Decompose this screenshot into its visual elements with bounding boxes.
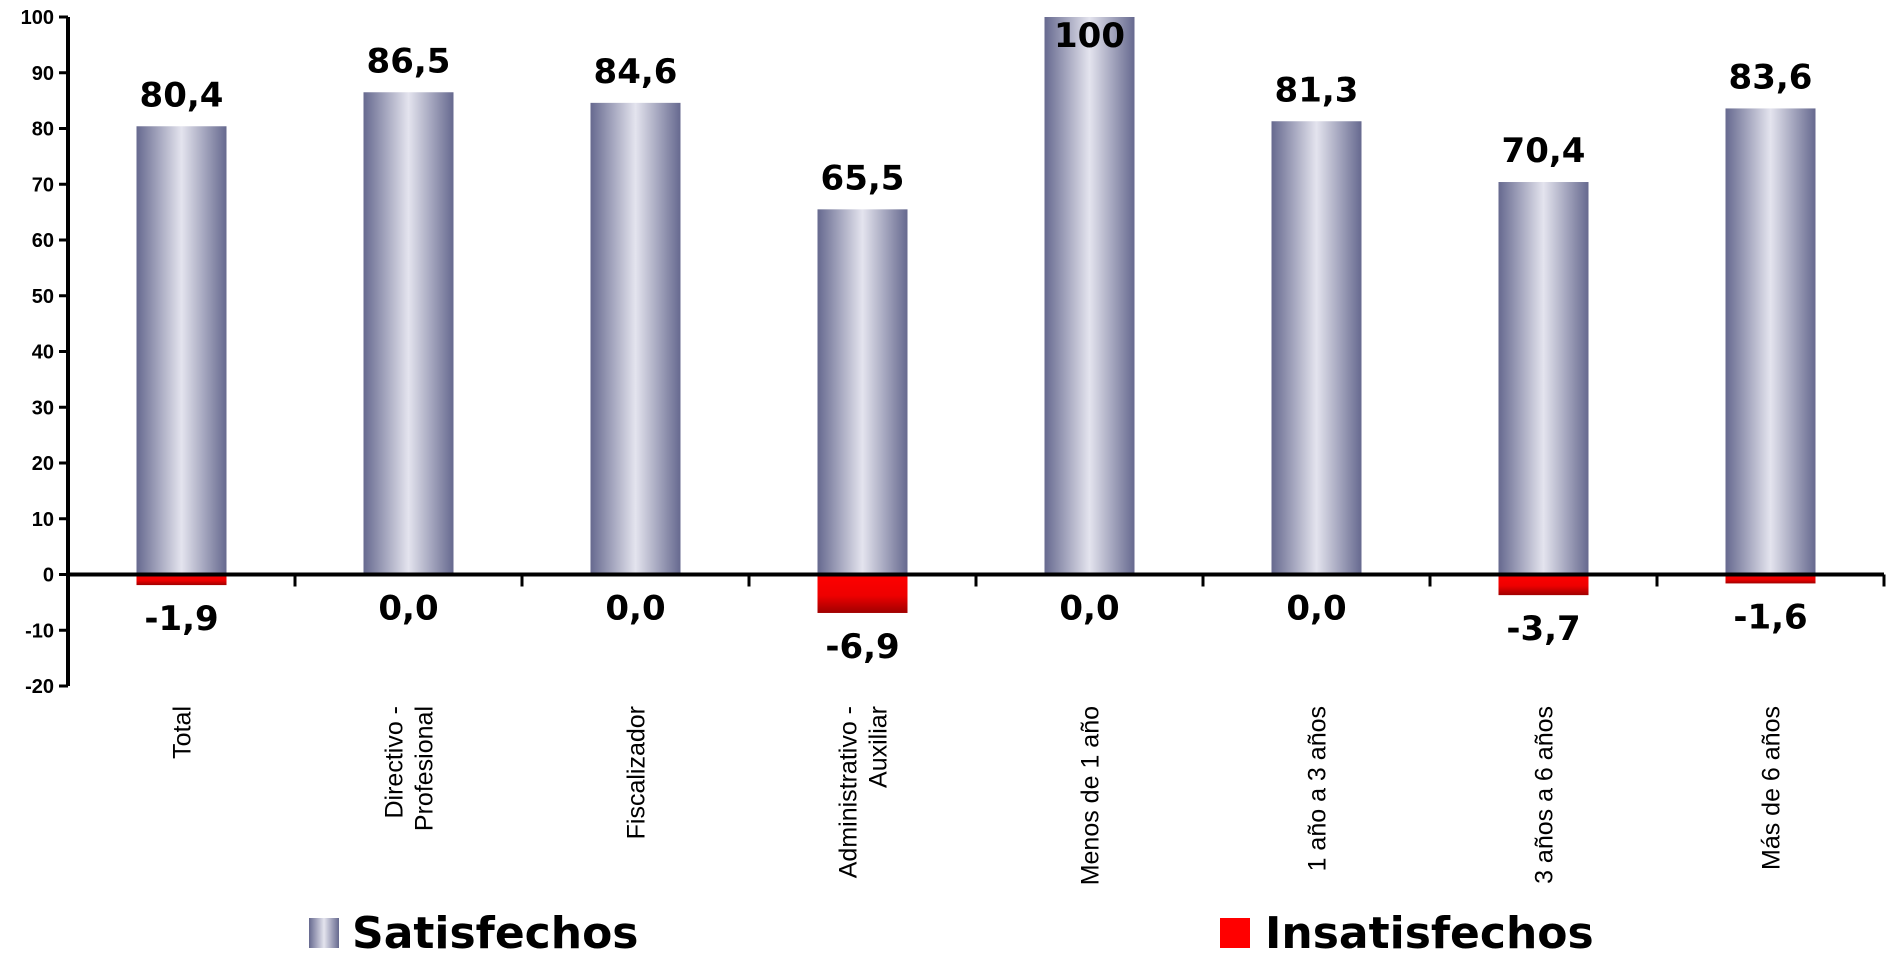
insatisfechos-data-label: 0,0 [605,589,665,629]
satisfechos-data-label: 65,5 [821,158,905,198]
satisfechos-bar [1725,108,1816,575]
category-label: Más de 6 años [1758,706,1786,870]
satisfechos-bar [136,126,227,575]
category-label: Administrativo - [835,706,863,878]
y-tick-label: -20 [25,676,54,698]
y-tick-label: 100 [21,7,54,29]
satisfechos-data-label: 100 [1054,16,1125,56]
y-tick-label: 80 [32,119,54,141]
y-tick-label: -10 [25,620,54,642]
category-labels: Total Directivo - Profesional Fiscalizador A… [169,706,1786,885]
insatisfechos-data-label: -1,6 [1733,597,1807,637]
satisfechos-bar [1271,121,1362,575]
y-tick-label: 50 [32,286,54,308]
bars [136,17,1816,613]
y-tick-label: 70 [32,174,54,196]
y-tick-label: 30 [32,397,54,419]
category-label: Auxiliar [865,706,893,788]
insatisfechos-data-label: -1,9 [144,599,218,639]
satisfechos-data-label: 83,6 [1729,57,1813,97]
y-tick-label: 0 [43,565,54,587]
satisfechos-data-label: 80,4 [140,75,224,115]
category-label: Menos de 1 año [1077,706,1105,885]
category-label: 3 años a 6 años [1531,706,1559,884]
insatisfechos-data-label: 0,0 [378,589,438,629]
satisfechos-data-label: 70,4 [1502,131,1586,171]
satisfechos-bar [363,92,454,575]
insatisfechos-bar [1725,574,1816,584]
insatisfechos-data-label: 0,0 [1286,589,1346,629]
category-label: Profesional [411,706,439,831]
satisfechos-bar [1498,182,1589,575]
category-label: 1 año a 3 años [1304,706,1332,871]
insatisfechos-bar [817,574,908,613]
y-tick-label: 60 [32,230,54,252]
legend-swatch-insatisfechos [1220,918,1250,948]
satisfechos-bar [590,102,681,575]
satisfechos-data-label: 84,6 [594,52,678,92]
satisfechos-bar [817,209,908,575]
insatisfechos-data-label: -6,9 [825,627,899,667]
insatisfechos-data-label: -3,7 [1506,609,1580,649]
satisfechos-data-label: 81,3 [1275,70,1359,110]
y-axis: -20 -10 0 10 20 30 40 50 60 70 80 90 100 [21,7,70,698]
insatisfechos-data-label: 0,0 [1059,589,1119,629]
satisfechos-data-label: 86,5 [367,41,451,81]
insatisfechos-bar [136,574,227,586]
y-tick-label: 40 [32,342,54,364]
category-label: Total [169,706,197,759]
legend-label-satisfechos: Satisfechos [352,908,639,959]
legend-label-insatisfechos: Insatisfechos [1265,908,1594,959]
satisfechos-bar [1044,17,1135,575]
data-labels: 80,4 -1,9 86,5 0,0 84,6 0,0 65,5 -6,9 100 0,0 81,3… [140,16,1813,667]
insatisfechos-bar [1498,574,1589,596]
x-axis [68,572,1886,587]
category-label: Directivo - [381,706,409,819]
legend: Satisfechos Insatisfechos [309,908,1594,959]
category-label: Fiscalizador [623,706,651,839]
y-tick-label: 90 [32,63,54,85]
y-tick-label: 20 [32,453,54,475]
legend-swatch-satisfechos [309,918,339,948]
y-tick-label: 10 [32,509,54,531]
